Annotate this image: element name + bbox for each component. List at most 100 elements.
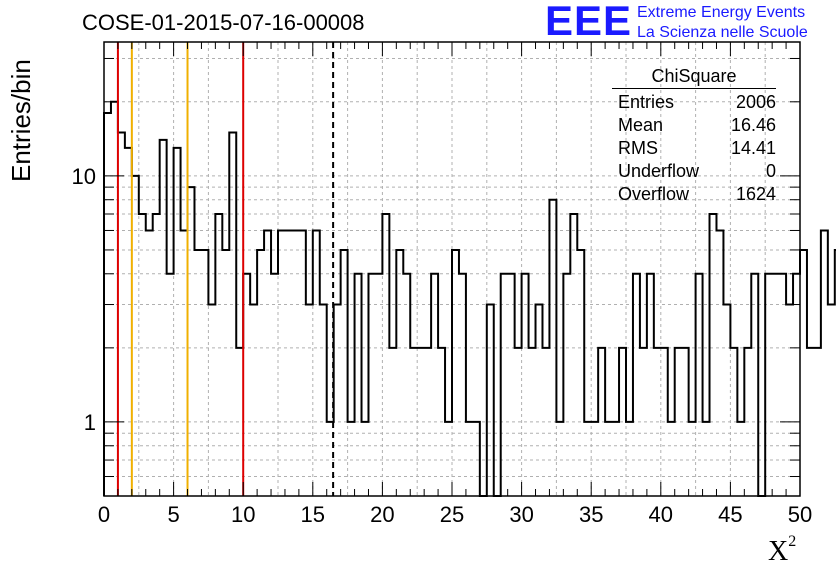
histogram-bin bbox=[668, 422, 675, 496]
histogram-bin bbox=[264, 230, 271, 496]
stats-label: Underflow bbox=[618, 161, 700, 181]
histogram-bin bbox=[334, 305, 341, 496]
histogram-bin bbox=[473, 422, 480, 496]
histogram-bin bbox=[299, 230, 306, 496]
x-tick-label: 15 bbox=[301, 502, 325, 527]
histogram-bin bbox=[431, 274, 438, 496]
histogram-bin bbox=[139, 214, 146, 496]
histogram-bin bbox=[368, 274, 375, 496]
histogram-bin bbox=[772, 274, 779, 496]
histogram-bin bbox=[710, 214, 717, 496]
x-axis-label-sup: 2 bbox=[788, 532, 797, 550]
histogram-bin bbox=[682, 348, 689, 496]
histogram-bin bbox=[313, 230, 320, 496]
histogram-bin bbox=[382, 214, 389, 496]
histogram-bin bbox=[786, 305, 793, 496]
x-tick-label: 5 bbox=[167, 502, 179, 527]
histogram-bin bbox=[696, 274, 703, 496]
histogram-bin bbox=[208, 305, 215, 496]
histogram-bin bbox=[181, 230, 188, 496]
stats-row-overflow: Overflow 1624 bbox=[612, 183, 776, 206]
x-tick-label: 50 bbox=[788, 502, 812, 527]
stats-row-underflow: Underflow 0 bbox=[612, 160, 776, 183]
histogram-bin bbox=[689, 422, 696, 496]
histogram-bin bbox=[716, 230, 723, 496]
y-tick-label: 1 bbox=[84, 410, 96, 435]
histogram-bin bbox=[487, 305, 494, 496]
histogram-bin bbox=[751, 274, 758, 496]
histogram-bin bbox=[640, 348, 647, 496]
histogram-bin bbox=[222, 250, 229, 496]
histogram-bin bbox=[633, 274, 640, 496]
histogram-bin bbox=[591, 422, 598, 496]
histogram-bin bbox=[417, 348, 424, 496]
histogram-bin bbox=[285, 230, 292, 496]
x-tick-label: 35 bbox=[579, 502, 603, 527]
histogram-bin bbox=[661, 348, 668, 496]
histogram-bin bbox=[438, 348, 445, 496]
histogram-bin bbox=[403, 274, 410, 496]
stats-box: ChiSquare Entries 2006 Mean 16.46 RMS 14.41… bbox=[612, 66, 776, 206]
histogram-bin bbox=[445, 422, 452, 496]
eee-logo: EEE bbox=[545, 0, 633, 44]
x-axis-label: X2 bbox=[768, 532, 797, 568]
histogram-bin bbox=[807, 348, 814, 496]
histogram-bin bbox=[515, 348, 522, 496]
logo-line-2: La Scienza nelle Scuole bbox=[637, 24, 808, 41]
histogram-bin bbox=[723, 305, 730, 496]
x-tick-label: 30 bbox=[509, 502, 533, 527]
stats-label: RMS bbox=[618, 138, 658, 158]
histogram-bin bbox=[188, 187, 195, 496]
histogram-bin bbox=[605, 422, 612, 496]
histogram-bin bbox=[125, 148, 132, 496]
histogram-bin bbox=[563, 274, 570, 496]
histogram-bin bbox=[800, 250, 807, 496]
histogram-bin bbox=[584, 422, 591, 496]
stats-label: Mean bbox=[618, 115, 664, 135]
stats-label: Entries bbox=[618, 92, 675, 112]
x-tick-label: 10 bbox=[231, 502, 255, 527]
x-tick-label: 0 bbox=[98, 502, 110, 527]
histogram-bin bbox=[167, 274, 174, 496]
histogram-bin bbox=[821, 230, 828, 496]
histogram-bin bbox=[675, 348, 682, 496]
histogram-bin bbox=[341, 250, 348, 496]
histogram-bin bbox=[396, 250, 403, 496]
histogram-bin bbox=[459, 274, 466, 496]
histogram-bin bbox=[612, 422, 619, 496]
histogram-bin bbox=[828, 305, 835, 496]
stats-row-mean: Mean 16.46 bbox=[612, 114, 776, 137]
histogram-bin bbox=[355, 274, 362, 496]
stats-value: 16.46 bbox=[730, 115, 776, 135]
histogram-bin bbox=[174, 148, 181, 496]
histogram-bin bbox=[348, 422, 355, 496]
histogram-bin bbox=[626, 422, 633, 496]
histogram-bin bbox=[779, 274, 786, 496]
stats-value: 1624 bbox=[735, 184, 776, 204]
histogram-bin bbox=[201, 250, 208, 496]
x-tick-label: 20 bbox=[370, 502, 394, 527]
histogram-bin bbox=[160, 140, 167, 496]
stats-value: 14.41 bbox=[730, 138, 776, 158]
histogram-bin bbox=[146, 230, 153, 496]
stats-row-entries: Entries 2006 bbox=[612, 91, 776, 114]
histogram-bin bbox=[737, 422, 744, 496]
histogram-bin bbox=[229, 133, 236, 496]
histogram-bin bbox=[536, 305, 543, 496]
x-axis-label-base: X bbox=[768, 536, 789, 567]
stats-value: 2006 bbox=[735, 92, 776, 112]
histogram-bin bbox=[271, 274, 278, 496]
stats-row-rms: RMS 14.41 bbox=[612, 137, 776, 160]
histogram-bin bbox=[577, 250, 584, 496]
histogram-outline bbox=[103, 100, 836, 497]
histogram-bin bbox=[306, 305, 313, 496]
histogram-bin bbox=[501, 274, 508, 496]
histogram-bin bbox=[654, 348, 661, 496]
x-tick-label: 25 bbox=[440, 502, 464, 527]
stats-value: 0 bbox=[765, 161, 776, 181]
histogram-bin bbox=[153, 214, 160, 496]
x-tick-label: 45 bbox=[718, 502, 742, 527]
histogram-bin bbox=[549, 200, 556, 496]
logo-caption: Extreme Energy Events La Scienza nelle S… bbox=[637, 3, 808, 43]
